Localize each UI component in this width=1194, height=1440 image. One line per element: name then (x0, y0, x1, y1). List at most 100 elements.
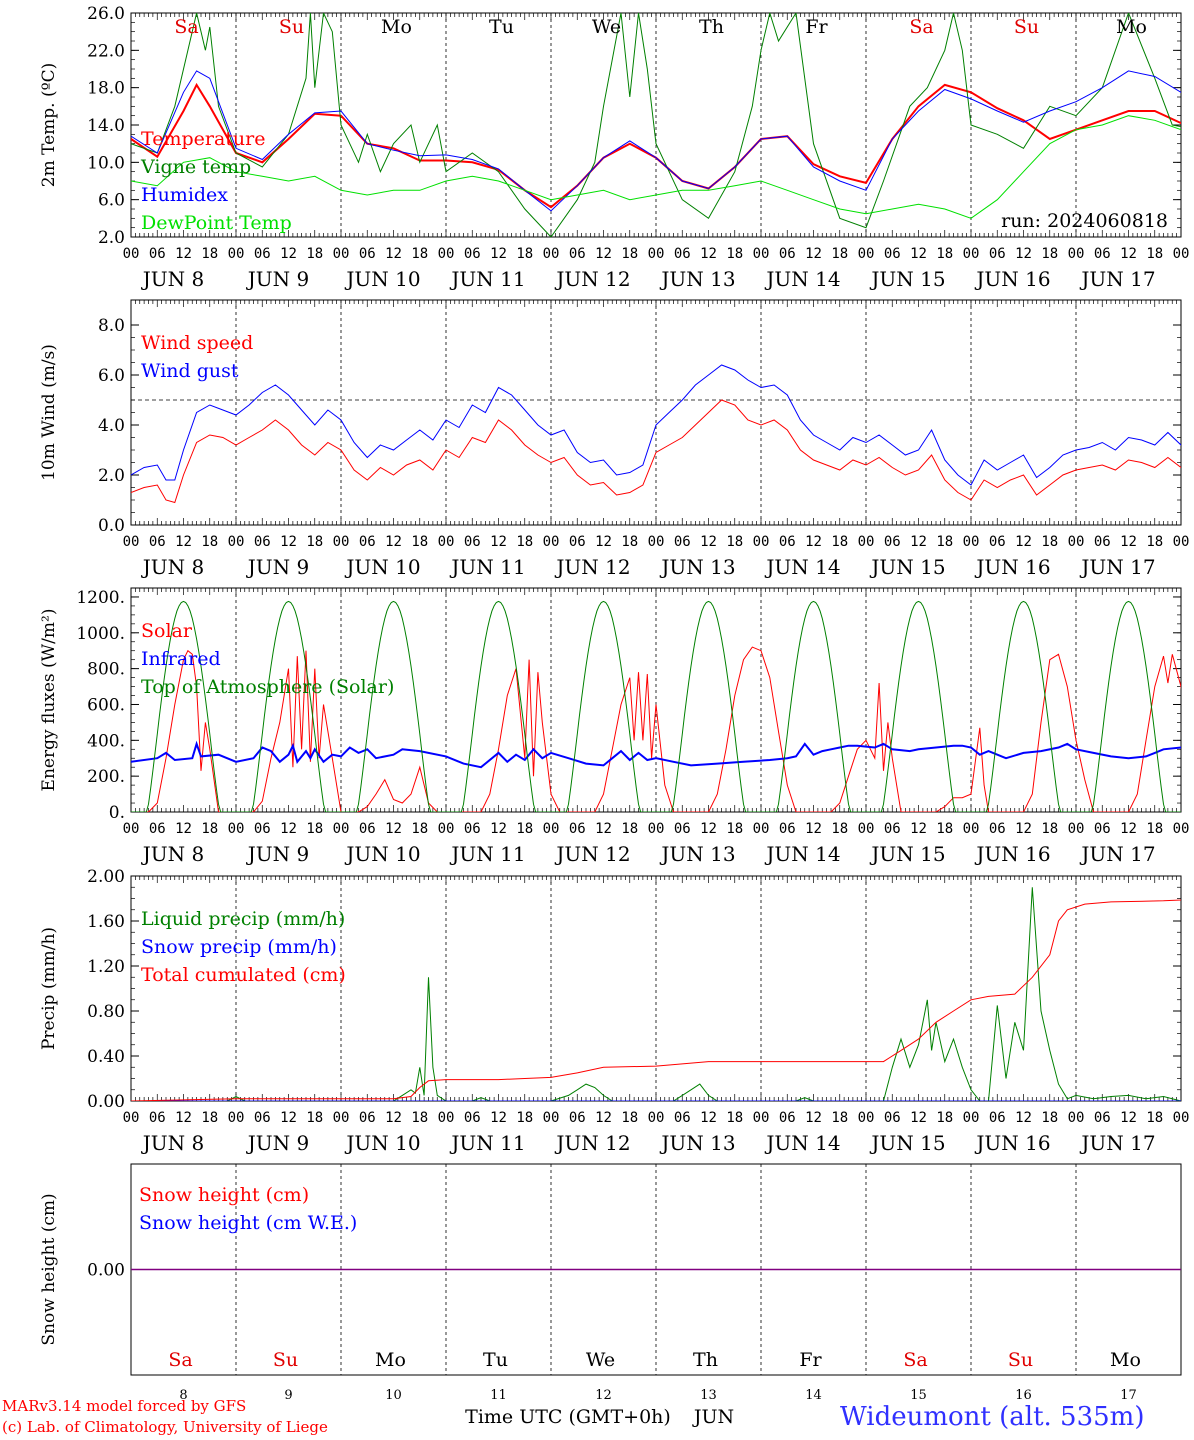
y-tick-label: 8.0 (98, 316, 125, 336)
x-hour-label: 00 (438, 821, 455, 837)
x-hour-label: 18 (516, 246, 533, 262)
x-hour-label: 00 (333, 534, 350, 550)
weekday-label: We (592, 16, 621, 38)
x-hour-label: 12 (1120, 1110, 1137, 1126)
x-hour-label: 12 (490, 1110, 507, 1126)
x-hour-label: 12 (175, 821, 192, 837)
x-hour-label: 18 (936, 1110, 953, 1126)
weekday-label: Mo (375, 1349, 406, 1371)
x-hour-label: 18 (516, 534, 533, 550)
x-hour-label: 06 (989, 534, 1006, 550)
y-tick-label: 0. (109, 803, 125, 823)
y-tick-label: 1.20 (87, 957, 125, 977)
series-line (131, 887, 1181, 1101)
x-day-label: JUN 15 (869, 842, 945, 866)
x-day-label: JUN 16 (974, 842, 1050, 866)
legend-entry: Wind gust (141, 360, 239, 382)
series-line (131, 364, 1181, 486)
weekday-label: Mo (1110, 1349, 1141, 1371)
series-line (131, 70, 1181, 212)
x-hour-label: 12 (385, 534, 402, 550)
x-hour-label: 06 (569, 821, 586, 837)
x-day-label: JUN 14 (764, 555, 840, 579)
x-hour-label: 06 (464, 1110, 481, 1126)
x-hour-label: 18 (831, 246, 848, 262)
weekday-label: Fr (799, 1349, 822, 1371)
weekday-label: Mo (381, 16, 412, 38)
x-hour-label: 06 (464, 534, 481, 550)
x-hour-label: 06 (884, 246, 901, 262)
x-hour-label: 18 (306, 1110, 323, 1126)
x-hour-label: 06 (1094, 1110, 1111, 1126)
x-hour-label: 12 (175, 534, 192, 550)
x-hour-label: 12 (910, 1110, 927, 1126)
x-hour-label: 00 (753, 1110, 770, 1126)
x-day-label: JUN 10 (344, 555, 420, 579)
x-day-label: JUN 8 (141, 1131, 204, 1155)
x-hour-label: 12 (910, 821, 927, 837)
x-hour-label: 18 (516, 821, 533, 837)
x-hour-label: 06 (884, 821, 901, 837)
x-hour-label: 00 (753, 246, 770, 262)
x-hour-label: 12 (595, 1110, 612, 1126)
x-day-label: JUN 9 (246, 267, 309, 291)
y-tick-label: 26.0 (87, 4, 125, 24)
x-hour-label: 18 (411, 821, 428, 837)
x-hour-label: 12 (700, 821, 717, 837)
y-tick-label: 14.0 (87, 116, 125, 136)
y-tick-label: 22.0 (87, 41, 125, 61)
day-number-label: 11 (490, 1388, 507, 1403)
x-hour-label: 18 (411, 1110, 428, 1126)
x-hour-label: 06 (884, 1110, 901, 1126)
x-hour-label: 18 (411, 534, 428, 550)
x-hour-label: 12 (700, 534, 717, 550)
x-hour-label: 06 (149, 1110, 166, 1126)
x-hour-label: 18 (1146, 246, 1163, 262)
x-hour-label: 06 (254, 821, 271, 837)
x-hour-label: 12 (805, 246, 822, 262)
weekday-label: Su (273, 1349, 298, 1371)
x-day-label: JUN 16 (974, 555, 1050, 579)
weekday-label: Th (699, 16, 724, 38)
y-tick-label: 10.0 (87, 153, 125, 173)
x-hour-label: 18 (1041, 821, 1058, 837)
legend-entry: Humidex (141, 184, 228, 206)
day-number-label: 12 (595, 1388, 612, 1403)
x-hour-label: 06 (779, 246, 796, 262)
legend-entry: Liquid precip (mm/h) (141, 908, 345, 930)
series-line (131, 740, 1181, 769)
x-day-label: JUN 11 (449, 267, 525, 291)
x-hour-label: 06 (149, 821, 166, 837)
x-hour-label: 00 (123, 534, 140, 550)
x-hour-label: 00 (438, 246, 455, 262)
x-hour-label: 18 (726, 534, 743, 550)
x-day-label: JUN 13 (659, 842, 735, 866)
legend-entry: Infrared (141, 648, 221, 670)
x-day-label: JUN 12 (554, 842, 630, 866)
x-hour-label: 06 (149, 534, 166, 550)
x-hour-label: 00 (123, 1110, 140, 1126)
x-hour-label: 06 (779, 1110, 796, 1126)
x-hour-label: 18 (621, 821, 638, 837)
x-hour-label: 18 (411, 246, 428, 262)
weekday-label: Sa (909, 16, 933, 38)
x-axis-label: Time UTC (GMT+0h) (465, 1406, 671, 1428)
x-hour-label: 12 (700, 1110, 717, 1126)
y-tick-label: 1.60 (87, 912, 125, 932)
x-hour-label: 00 (1068, 534, 1085, 550)
x-hour-label: 12 (490, 246, 507, 262)
y-tick-label: 18.0 (87, 79, 125, 99)
x-hour-label: 12 (385, 246, 402, 262)
x-hour-label: 18 (621, 534, 638, 550)
series-line (131, 13, 1181, 237)
x-hour-label: 06 (779, 534, 796, 550)
x-day-label: JUN 13 (659, 267, 735, 291)
x-hour-label: 12 (280, 246, 297, 262)
x-hour-label: 00 (543, 246, 560, 262)
weekday-label: Mo (1116, 16, 1147, 38)
x-hour-label: 06 (254, 246, 271, 262)
x-hour-label: 00 (123, 821, 140, 837)
x-hour-label: 06 (989, 1110, 1006, 1126)
legend-entry: Snow precip (mm/h) (141, 936, 337, 958)
